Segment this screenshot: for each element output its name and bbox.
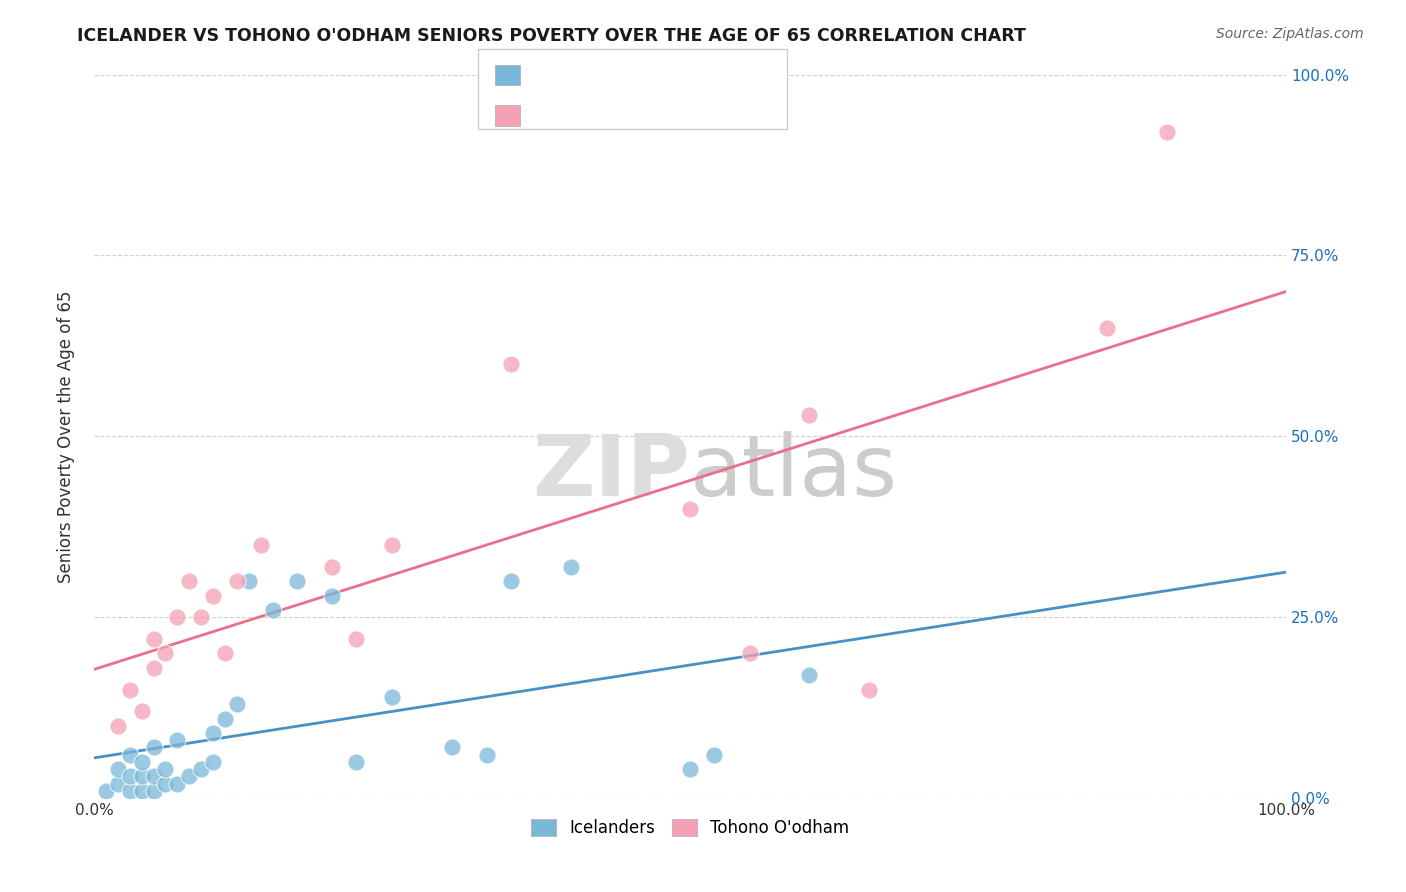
Point xyxy=(703,747,725,762)
Point xyxy=(131,769,153,783)
Point xyxy=(179,574,201,588)
Point xyxy=(250,538,273,552)
Point xyxy=(131,784,153,798)
Point xyxy=(142,740,165,755)
Point xyxy=(190,610,212,624)
Point xyxy=(202,755,225,769)
Text: R =: R = xyxy=(531,60,568,78)
Text: ZIP: ZIP xyxy=(533,431,690,514)
Point xyxy=(155,777,177,791)
Point xyxy=(501,574,523,588)
Point xyxy=(107,777,129,791)
Point xyxy=(679,501,702,516)
Point xyxy=(118,769,141,783)
Point xyxy=(797,668,820,682)
Text: atlas: atlas xyxy=(690,431,898,514)
Point xyxy=(226,697,249,711)
Point xyxy=(131,755,153,769)
Point xyxy=(285,574,308,588)
Point xyxy=(155,762,177,776)
Point xyxy=(738,647,761,661)
Text: 0.469: 0.469 xyxy=(571,100,623,118)
Point xyxy=(118,747,141,762)
Point xyxy=(142,632,165,646)
Point xyxy=(118,784,141,798)
Point xyxy=(440,740,463,755)
Text: Source: ZipAtlas.com: Source: ZipAtlas.com xyxy=(1216,27,1364,41)
Point xyxy=(321,559,343,574)
Point xyxy=(381,690,404,704)
Point xyxy=(142,661,165,675)
Point xyxy=(142,784,165,798)
Point xyxy=(226,574,249,588)
Point xyxy=(118,682,141,697)
Point xyxy=(381,538,404,552)
Point xyxy=(155,647,177,661)
Point xyxy=(166,610,188,624)
Point xyxy=(501,357,523,371)
Point xyxy=(94,784,117,798)
Point xyxy=(202,589,225,603)
Point xyxy=(179,769,201,783)
Point xyxy=(321,589,343,603)
Text: ICELANDER VS TOHONO O'ODHAM SENIORS POVERTY OVER THE AGE OF 65 CORRELATION CHART: ICELANDER VS TOHONO O'ODHAM SENIORS POVE… xyxy=(77,27,1026,45)
Point xyxy=(560,559,582,574)
Point xyxy=(477,747,499,762)
Point xyxy=(214,712,236,726)
Y-axis label: Seniors Poverty Over the Age of 65: Seniors Poverty Over the Age of 65 xyxy=(58,290,75,582)
Point xyxy=(214,647,236,661)
Legend: Icelanders, Tohono O'odham: Icelanders, Tohono O'odham xyxy=(524,813,856,844)
Point xyxy=(107,762,129,776)
Point xyxy=(166,733,188,747)
Point xyxy=(190,762,212,776)
Point xyxy=(262,603,284,617)
Point xyxy=(679,762,702,776)
Point xyxy=(797,408,820,422)
Text: 0.061: 0.061 xyxy=(571,60,623,78)
Point xyxy=(202,726,225,740)
Text: 23: 23 xyxy=(676,100,700,118)
Point xyxy=(238,574,260,588)
Text: N =: N = xyxy=(634,100,682,118)
Point xyxy=(1095,320,1118,334)
Point xyxy=(858,682,880,697)
Text: R =: R = xyxy=(531,100,568,118)
Point xyxy=(107,719,129,733)
Point xyxy=(1156,125,1178,139)
Point xyxy=(344,755,367,769)
Text: N =: N = xyxy=(634,60,682,78)
Point xyxy=(131,704,153,718)
Point xyxy=(142,769,165,783)
Text: 35: 35 xyxy=(676,60,699,78)
Point xyxy=(166,777,188,791)
Point xyxy=(344,632,367,646)
